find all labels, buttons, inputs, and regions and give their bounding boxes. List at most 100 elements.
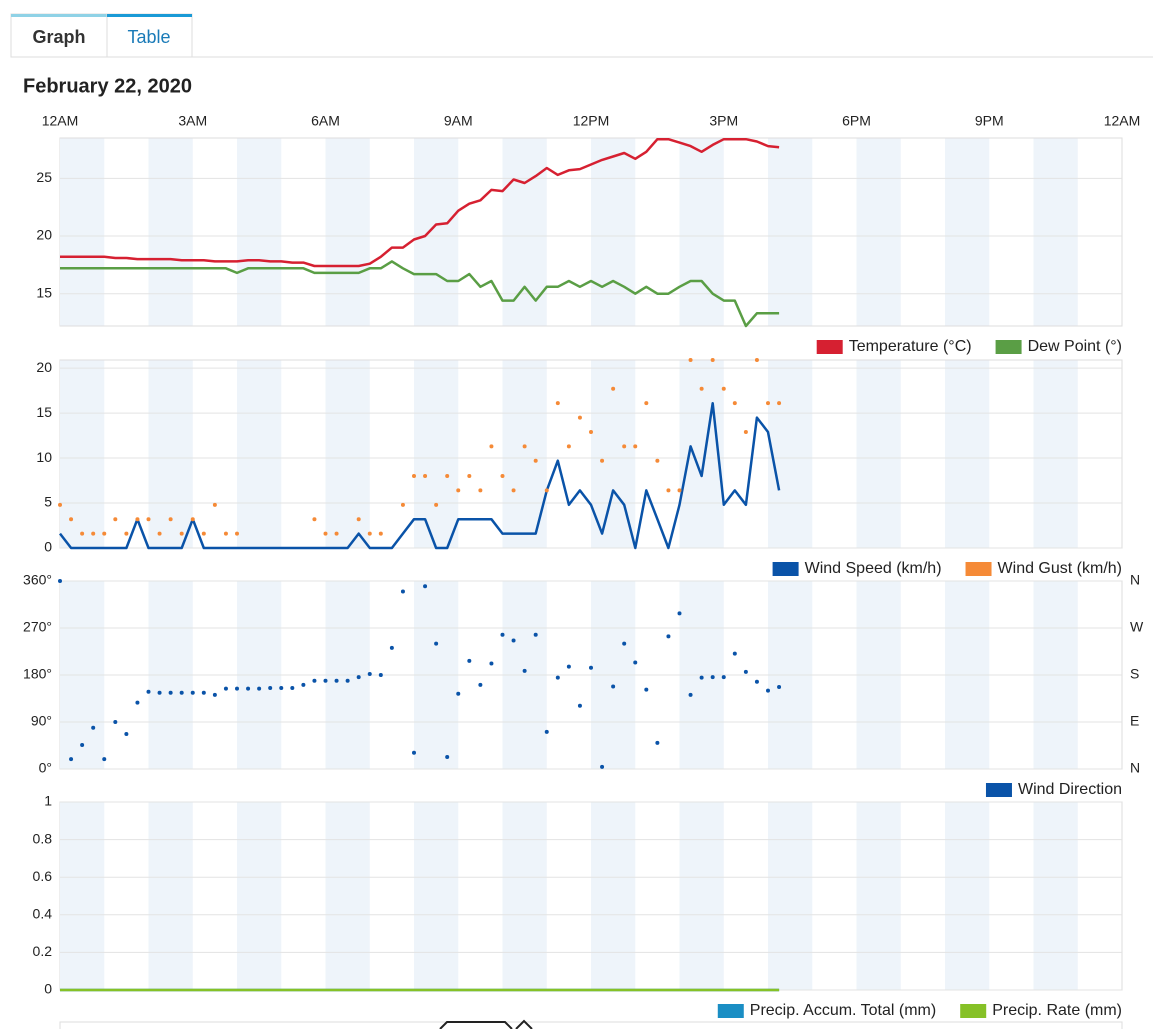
data-point <box>102 531 107 536</box>
data-point <box>179 531 184 536</box>
data-point <box>312 517 317 522</box>
data-point <box>235 686 239 691</box>
data-point <box>511 638 516 643</box>
tab-graph-box[interactable] <box>10 13 108 58</box>
data-point <box>412 474 416 479</box>
data-point <box>412 750 416 755</box>
legend-swatch <box>960 1004 987 1018</box>
y-tick-label: 20 <box>36 359 52 375</box>
data-point <box>600 764 605 769</box>
series-line <box>60 260 780 328</box>
data-point <box>223 531 228 536</box>
tab-graph[interactable]: Graph <box>32 27 85 47</box>
hour-stripe <box>237 138 282 326</box>
data-point <box>146 517 151 522</box>
data-point <box>157 531 162 536</box>
data-point <box>146 689 151 694</box>
data-point <box>246 686 251 691</box>
data-point <box>456 691 461 696</box>
data-point <box>434 502 439 507</box>
data-point <box>666 634 671 639</box>
legend-label: Wind Speed (km/h) <box>805 560 942 577</box>
y-tick-label: 0.6 <box>33 868 53 884</box>
data-point <box>721 386 726 391</box>
tab-table[interactable]: Table <box>127 27 170 47</box>
data-point <box>223 686 228 691</box>
hour-stripe <box>325 360 370 548</box>
x-tick-label: 3AM <box>178 113 207 129</box>
data-point <box>190 517 195 522</box>
data-point <box>367 671 372 676</box>
data-point <box>290 686 295 691</box>
hour-stripe <box>679 360 724 548</box>
y-tick-label: 90° <box>31 713 52 729</box>
data-point <box>157 690 162 695</box>
data-point <box>754 358 759 362</box>
legend-label: Temperature (°C) <box>849 338 972 355</box>
y2-tick-label: N <box>1130 760 1140 776</box>
y-tick-label: 180° <box>23 666 52 682</box>
data-point <box>400 502 405 507</box>
data-point <box>102 757 107 762</box>
data-point <box>655 458 660 463</box>
data-point <box>677 488 682 493</box>
tab-graph-accent <box>11 14 107 17</box>
data-point <box>69 757 74 762</box>
data-point <box>113 517 118 522</box>
hour-stripe <box>237 360 282 548</box>
data-point <box>577 703 582 708</box>
data-point <box>777 685 782 690</box>
data-point <box>732 651 737 656</box>
data-point <box>91 725 96 730</box>
data-point <box>356 675 361 680</box>
hour-stripe <box>414 802 459 990</box>
data-point <box>644 687 649 692</box>
data-point <box>378 531 383 536</box>
data-point <box>345 678 350 683</box>
data-point <box>478 488 483 493</box>
series-line <box>59 401 781 550</box>
hour-stripe <box>856 802 901 990</box>
data-point <box>766 688 770 693</box>
data-point <box>544 729 549 734</box>
hour-stripe <box>679 802 724 990</box>
legend-label: Precip. Rate (mm) <box>992 1002 1122 1019</box>
hour-stripe <box>1033 802 1078 990</box>
y-tick-label: 360° <box>23 572 52 588</box>
data-point <box>467 474 472 479</box>
next-chart-shape <box>515 1019 533 1029</box>
data-point <box>367 531 372 536</box>
data-point <box>699 675 704 680</box>
hour-stripe <box>768 802 813 990</box>
data-point <box>511 488 516 493</box>
data-point <box>135 700 140 705</box>
tab-table-box[interactable] <box>106 13 193 58</box>
data-point <box>334 678 339 683</box>
data-point <box>622 444 627 449</box>
hour-stripe <box>502 138 547 326</box>
y-tick-label: 1 <box>44 793 52 809</box>
data-point <box>710 675 715 680</box>
data-point <box>777 401 782 406</box>
data-point <box>589 429 593 434</box>
data-point <box>622 641 627 646</box>
data-point <box>301 682 306 687</box>
data-point <box>456 488 461 493</box>
data-point <box>555 675 560 680</box>
hour-stripe <box>414 360 459 548</box>
hour-stripe <box>60 802 105 990</box>
data-point <box>268 686 273 691</box>
data-point <box>666 488 671 493</box>
data-point <box>356 517 361 522</box>
legend-swatch <box>816 340 843 354</box>
data-point <box>644 401 649 406</box>
data-point <box>589 665 593 670</box>
data-point <box>743 429 748 434</box>
hour-stripe <box>148 802 193 990</box>
data-point <box>577 415 582 420</box>
data-point <box>400 589 405 594</box>
next-chart-frame <box>59 1021 1123 1029</box>
hour-stripe <box>945 360 990 548</box>
data-point <box>201 531 206 536</box>
x-tick-label: 12AM <box>1104 113 1141 129</box>
